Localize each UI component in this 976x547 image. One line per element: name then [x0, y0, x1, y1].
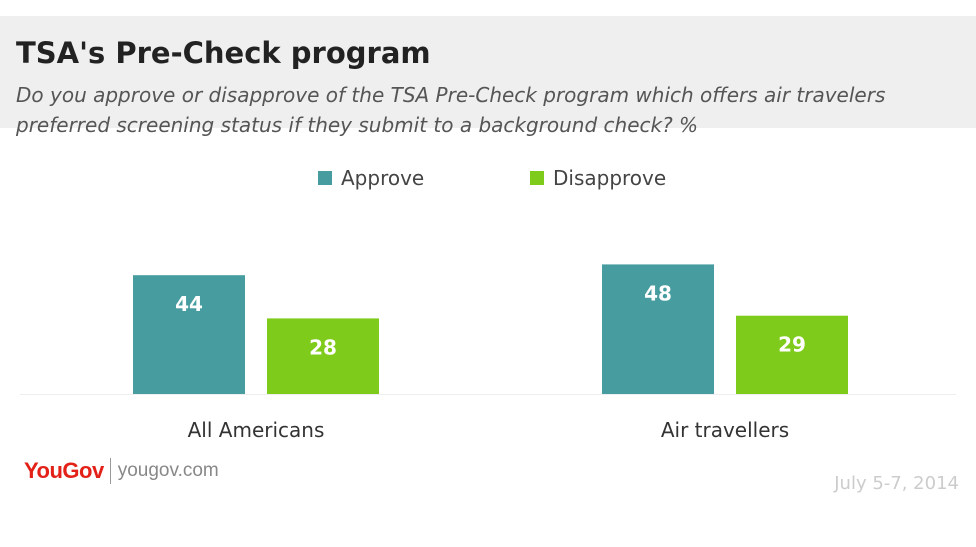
brand-url: yougov.com [117, 460, 219, 481]
legend-swatch-approve [318, 171, 332, 185]
bar-disapprove-all-americans [267, 318, 379, 394]
survey-date: July 5-7, 2014 [834, 473, 959, 494]
bar-approve-all-americans [133, 275, 245, 394]
chart-subtitle: Do you approve or disapprove of the TSA … [16, 83, 886, 137]
bar-disapprove-air-travellers [736, 315, 848, 394]
bar-approve-air-travellers [602, 264, 714, 394]
legend-item-approve: Approve [318, 166, 424, 190]
yougov-logo: YouGov [24, 458, 104, 483]
data-label-disapprove-air-travellers: 29 [778, 333, 806, 357]
brand-divider [109, 458, 111, 484]
data-label-disapprove-all-americans: 28 [309, 335, 337, 359]
legend-swatch-disapprove [530, 171, 544, 185]
brand: YouGov yougov.com [24, 458, 219, 484]
data-label-approve-air-travellers: 48 [644, 281, 672, 305]
category-label-air-travellers: Air travellers [661, 418, 789, 442]
chart-header: TSA's Pre-Check program Do you approve o… [0, 16, 976, 137]
data-label-approve-all-americans: 44 [175, 292, 203, 316]
legend-label-approve: Approve [341, 166, 425, 190]
category-label-all-americans: All Americans [188, 418, 325, 442]
legend-label-disapprove: Disapprove [553, 166, 667, 190]
chart-title: TSA's Pre-Check program [16, 36, 431, 70]
legend-item-disapprove: Disapprove [530, 166, 666, 190]
legend: Approve Disapprove [0, 166, 976, 194]
